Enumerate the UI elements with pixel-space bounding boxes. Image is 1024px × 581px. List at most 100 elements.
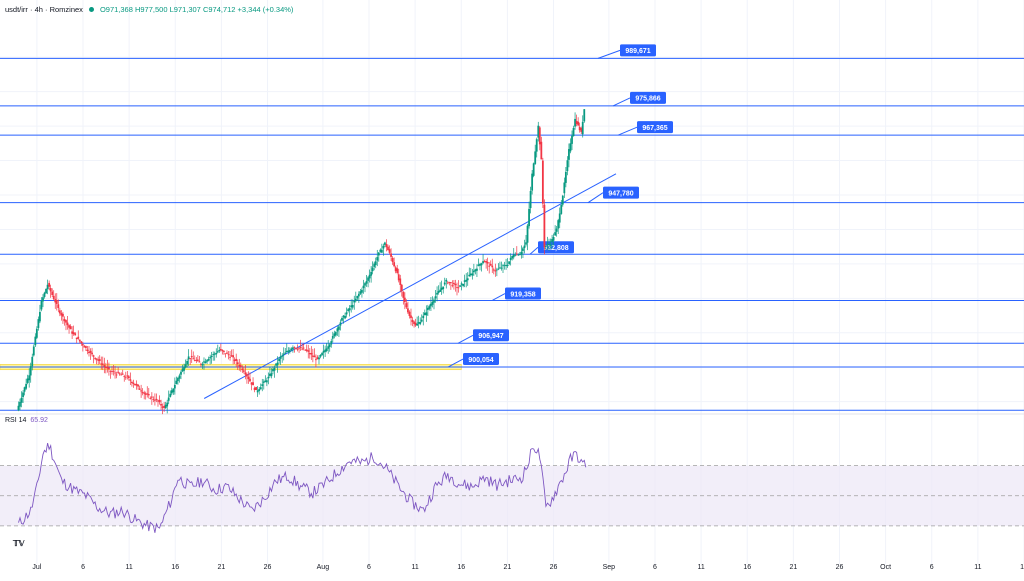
candle-body[interactable] (253, 387, 256, 391)
candle-body[interactable] (115, 374, 118, 376)
candle-body[interactable] (261, 384, 264, 386)
candle-body[interactable] (465, 279, 468, 282)
candle-body[interactable] (546, 244, 549, 246)
candle-body[interactable] (448, 281, 451, 283)
candle-body[interactable] (75, 337, 78, 340)
candle-body[interactable] (468, 274, 471, 277)
candle-body[interactable] (241, 368, 244, 371)
candle-body[interactable] (543, 204, 546, 248)
candle-body[interactable] (80, 341, 83, 344)
candle-body[interactable] (374, 261, 377, 266)
candle-body[interactable] (456, 287, 458, 288)
candle-body[interactable] (454, 283, 457, 286)
candle-body[interactable] (328, 344, 331, 348)
candle-body[interactable] (189, 358, 192, 359)
candle-body[interactable] (583, 109, 586, 122)
candle-body[interactable] (552, 237, 555, 241)
candle-body[interactable] (81, 344, 84, 346)
candle-body[interactable] (445, 279, 448, 282)
candle-body[interactable] (466, 278, 469, 281)
candle-body[interactable] (111, 371, 113, 372)
candle-body[interactable] (305, 349, 308, 351)
candle-body[interactable] (571, 135, 573, 144)
candle-body[interactable] (203, 361, 205, 363)
uptrend-line[interactable] (203, 173, 617, 399)
candle-body[interactable] (370, 271, 373, 276)
trendline-layer[interactable] (203, 173, 617, 399)
candle-body[interactable] (417, 322, 420, 324)
candle-body[interactable] (307, 350, 310, 352)
candle-body[interactable] (503, 264, 506, 266)
candles-layer[interactable] (17, 109, 586, 415)
candle-body[interactable] (95, 358, 98, 360)
candle-body[interactable] (144, 393, 147, 395)
candle-body[interactable] (551, 238, 553, 243)
candle-body[interactable] (331, 336, 334, 339)
rsi-line[interactable] (18, 442, 587, 533)
candle-body[interactable] (247, 376, 250, 380)
candle-body[interactable] (482, 261, 484, 264)
candle-body[interactable] (399, 278, 402, 285)
candle-body[interactable] (140, 390, 143, 392)
candle-body[interactable] (256, 390, 259, 393)
candle-body[interactable] (276, 362, 279, 366)
candle-body[interactable] (106, 366, 109, 369)
level-label-box[interactable] (473, 329, 509, 342)
candle-body[interactable] (361, 289, 363, 293)
candle-body[interactable] (212, 354, 215, 356)
candle-body[interactable] (333, 333, 336, 337)
candle-body[interactable] (17, 405, 20, 411)
candle-body[interactable] (537, 125, 540, 138)
candle-body[interactable] (511, 255, 514, 259)
candle-body[interactable] (46, 284, 49, 290)
candle-body[interactable] (405, 303, 408, 308)
candle-body[interactable] (103, 365, 106, 367)
candle-body[interactable] (463, 280, 466, 282)
candle-body[interactable] (200, 363, 202, 365)
candle-body[interactable] (63, 319, 66, 322)
candle-body[interactable] (275, 363, 277, 366)
candle-body[interactable] (574, 118, 576, 127)
candle-body[interactable] (315, 359, 317, 361)
candle-body[interactable] (296, 348, 299, 350)
candle-body[interactable] (150, 396, 153, 398)
candle-body[interactable] (425, 312, 428, 316)
candle-body[interactable] (301, 348, 304, 350)
candle-body[interactable] (117, 371, 120, 373)
candle-body[interactable] (457, 287, 460, 289)
candle-body[interactable] (101, 363, 104, 365)
candle-body[interactable] (499, 267, 501, 269)
candle-body[interactable] (23, 387, 26, 392)
candle-body[interactable] (72, 332, 75, 335)
candle-body[interactable] (453, 282, 455, 285)
candle-body[interactable] (347, 309, 350, 312)
candle-body[interactable] (471, 273, 474, 276)
candle-body[interactable] (397, 274, 400, 281)
candle-body[interactable] (172, 388, 175, 393)
candle-body[interactable] (52, 295, 55, 300)
candle-body[interactable] (147, 394, 150, 396)
candle-body[interactable] (114, 372, 116, 374)
candle-body[interactable] (120, 374, 123, 376)
candle-body[interactable] (207, 359, 210, 361)
candle-body[interactable] (170, 390, 173, 394)
candle-body[interactable] (403, 297, 406, 303)
candle-body[interactable] (226, 352, 228, 354)
candle-body[interactable] (175, 380, 178, 385)
candle-body[interactable] (350, 305, 353, 308)
candle-body[interactable] (384, 242, 386, 245)
candle-body[interactable] (334, 332, 337, 336)
candle-body[interactable] (39, 311, 41, 322)
candle-body[interactable] (195, 359, 198, 361)
candle-body[interactable] (198, 361, 201, 363)
candle-body[interactable] (462, 283, 465, 286)
candle-body[interactable] (252, 382, 254, 386)
candle-body[interactable] (491, 265, 494, 268)
candle-body[interactable] (298, 347, 300, 349)
candle-body[interactable] (359, 291, 362, 294)
candle-body[interactable] (196, 359, 199, 361)
candle-body[interactable] (433, 299, 435, 303)
candle-body[interactable] (55, 300, 58, 304)
candle-body[interactable] (304, 349, 307, 351)
candle-body[interactable] (281, 355, 284, 357)
